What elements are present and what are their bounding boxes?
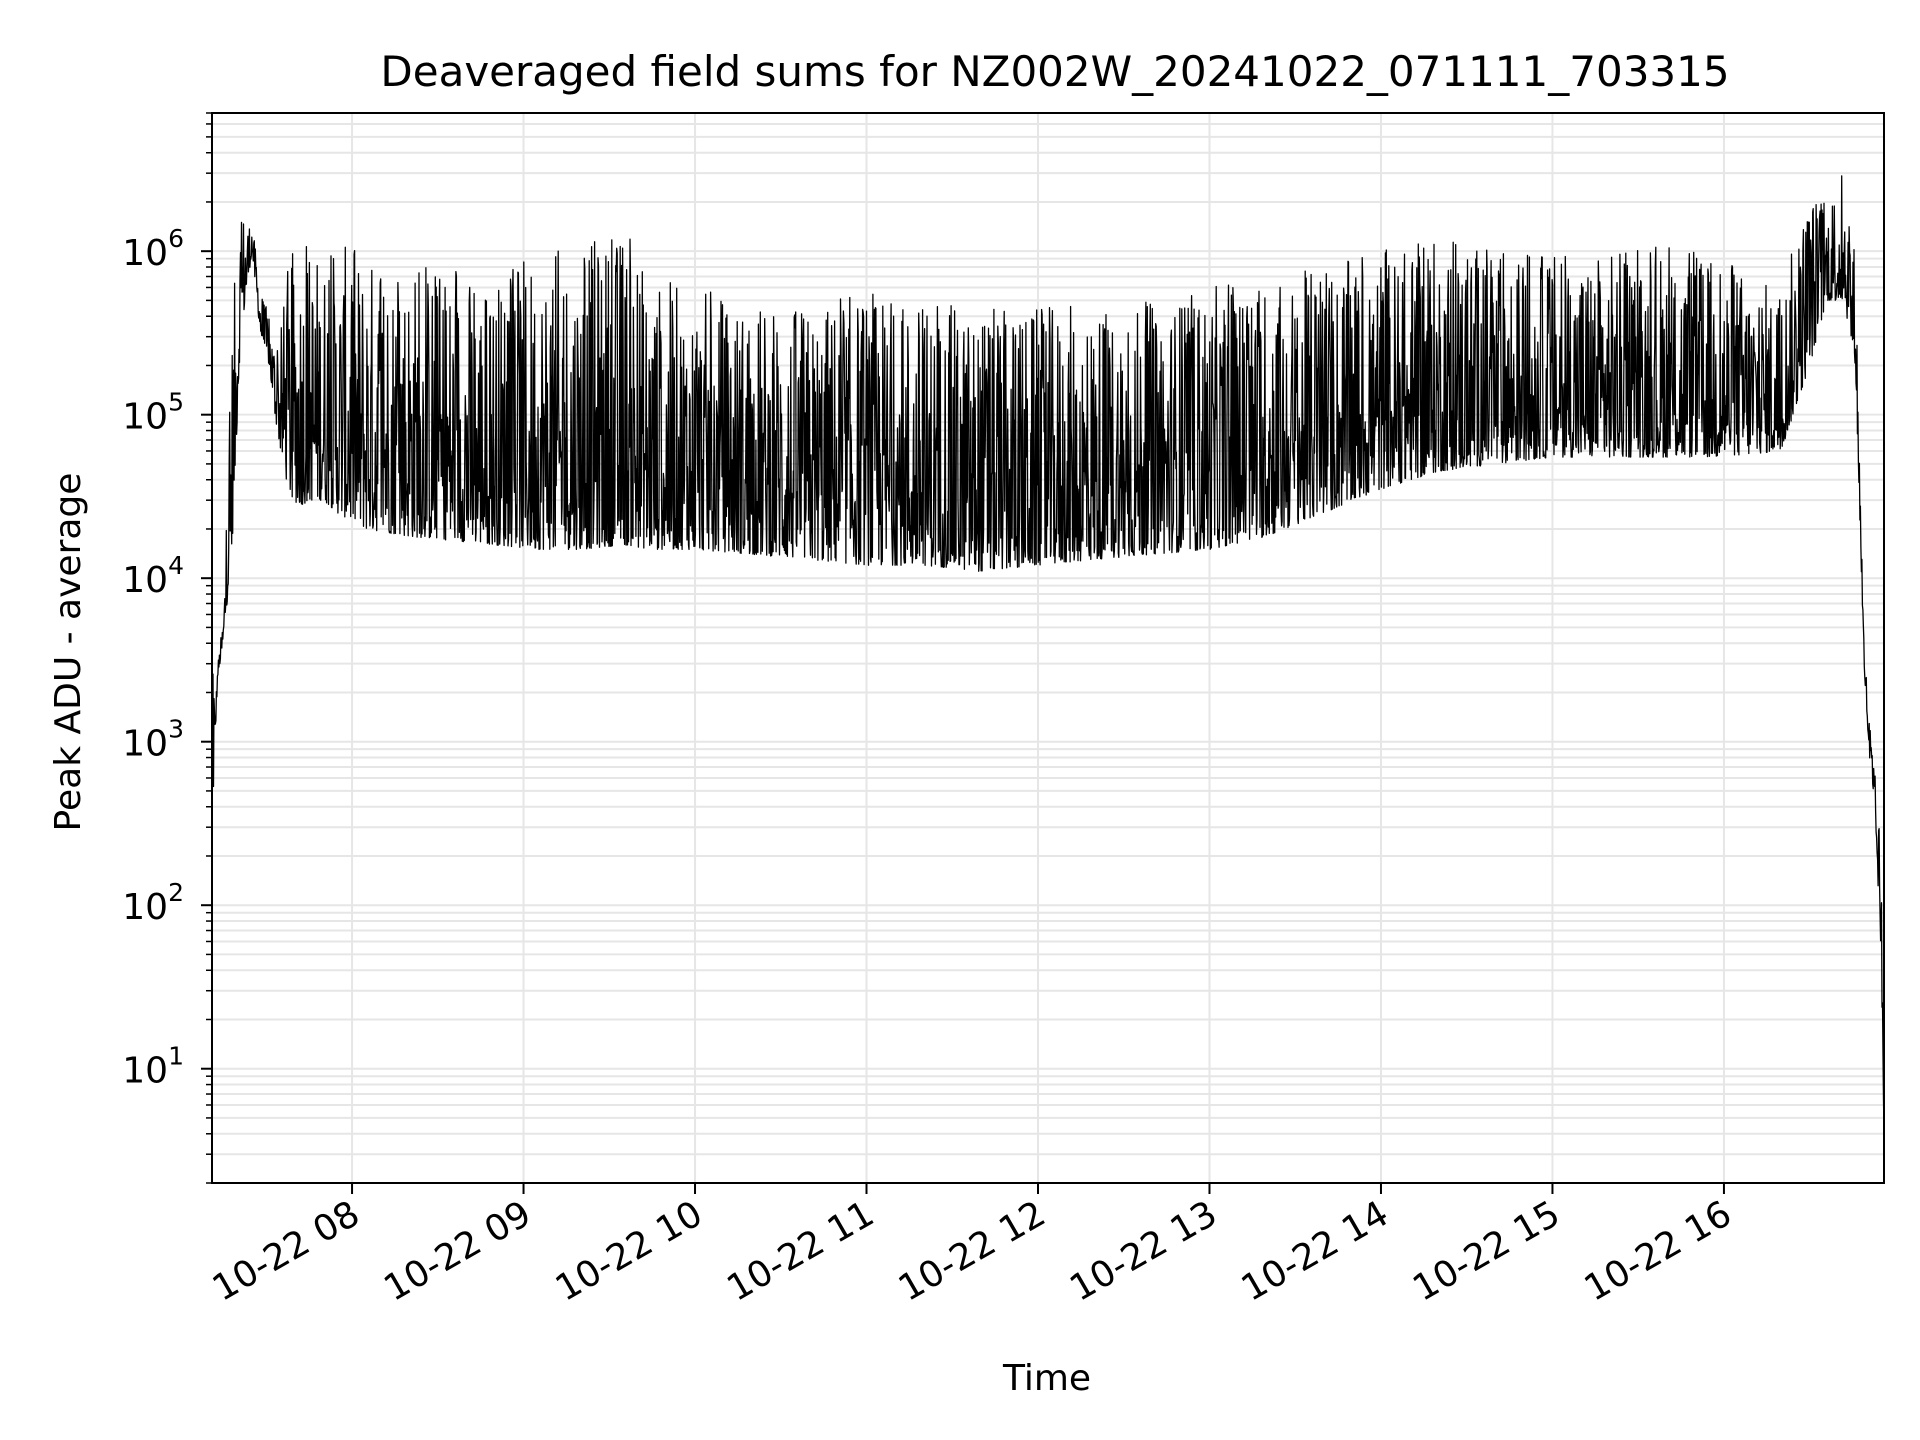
y-tick-label: 101 xyxy=(122,1042,184,1092)
y-axis: 101 102 103 104 105 106 xyxy=(122,112,212,1184)
x-tick-label: 10-22 12 xyxy=(892,1193,1053,1309)
x-tick-label: 10-22 09 xyxy=(377,1193,538,1309)
y-tick-label: 106 xyxy=(122,224,184,274)
plot-frame xyxy=(211,112,1885,1184)
chart-title: Deaveraged field sums for NZ002W_2024102… xyxy=(380,47,1729,96)
x-tick-label: 10-22 14 xyxy=(1235,1193,1396,1309)
x-tick-label: 10-22 16 xyxy=(1578,1193,1739,1309)
x-axis: 10-22 08 10-22 09 10-22 10 10-22 11 10-22 12… xyxy=(206,1183,1739,1310)
y-tick-label: 103 xyxy=(122,715,184,765)
x-tick-label: 10-22 11 xyxy=(720,1193,881,1309)
data-series-line xyxy=(211,175,1885,1134)
x-tick-label: 10-22 15 xyxy=(1406,1193,1567,1309)
y-tick-label: 105 xyxy=(122,388,184,438)
grid-major xyxy=(212,113,1884,1183)
y-axis-label: Peak ADU - average xyxy=(48,473,89,832)
x-tick-label: 10-22 10 xyxy=(549,1193,710,1309)
x-tick-label: 10-22 08 xyxy=(206,1193,367,1309)
y-tick-label: 102 xyxy=(122,878,184,928)
grid-minor xyxy=(212,112,1884,1184)
x-tick-label: 10-22 13 xyxy=(1063,1193,1224,1309)
y-tick-label: 104 xyxy=(122,551,184,601)
x-axis-label: Time xyxy=(1002,1358,1091,1399)
